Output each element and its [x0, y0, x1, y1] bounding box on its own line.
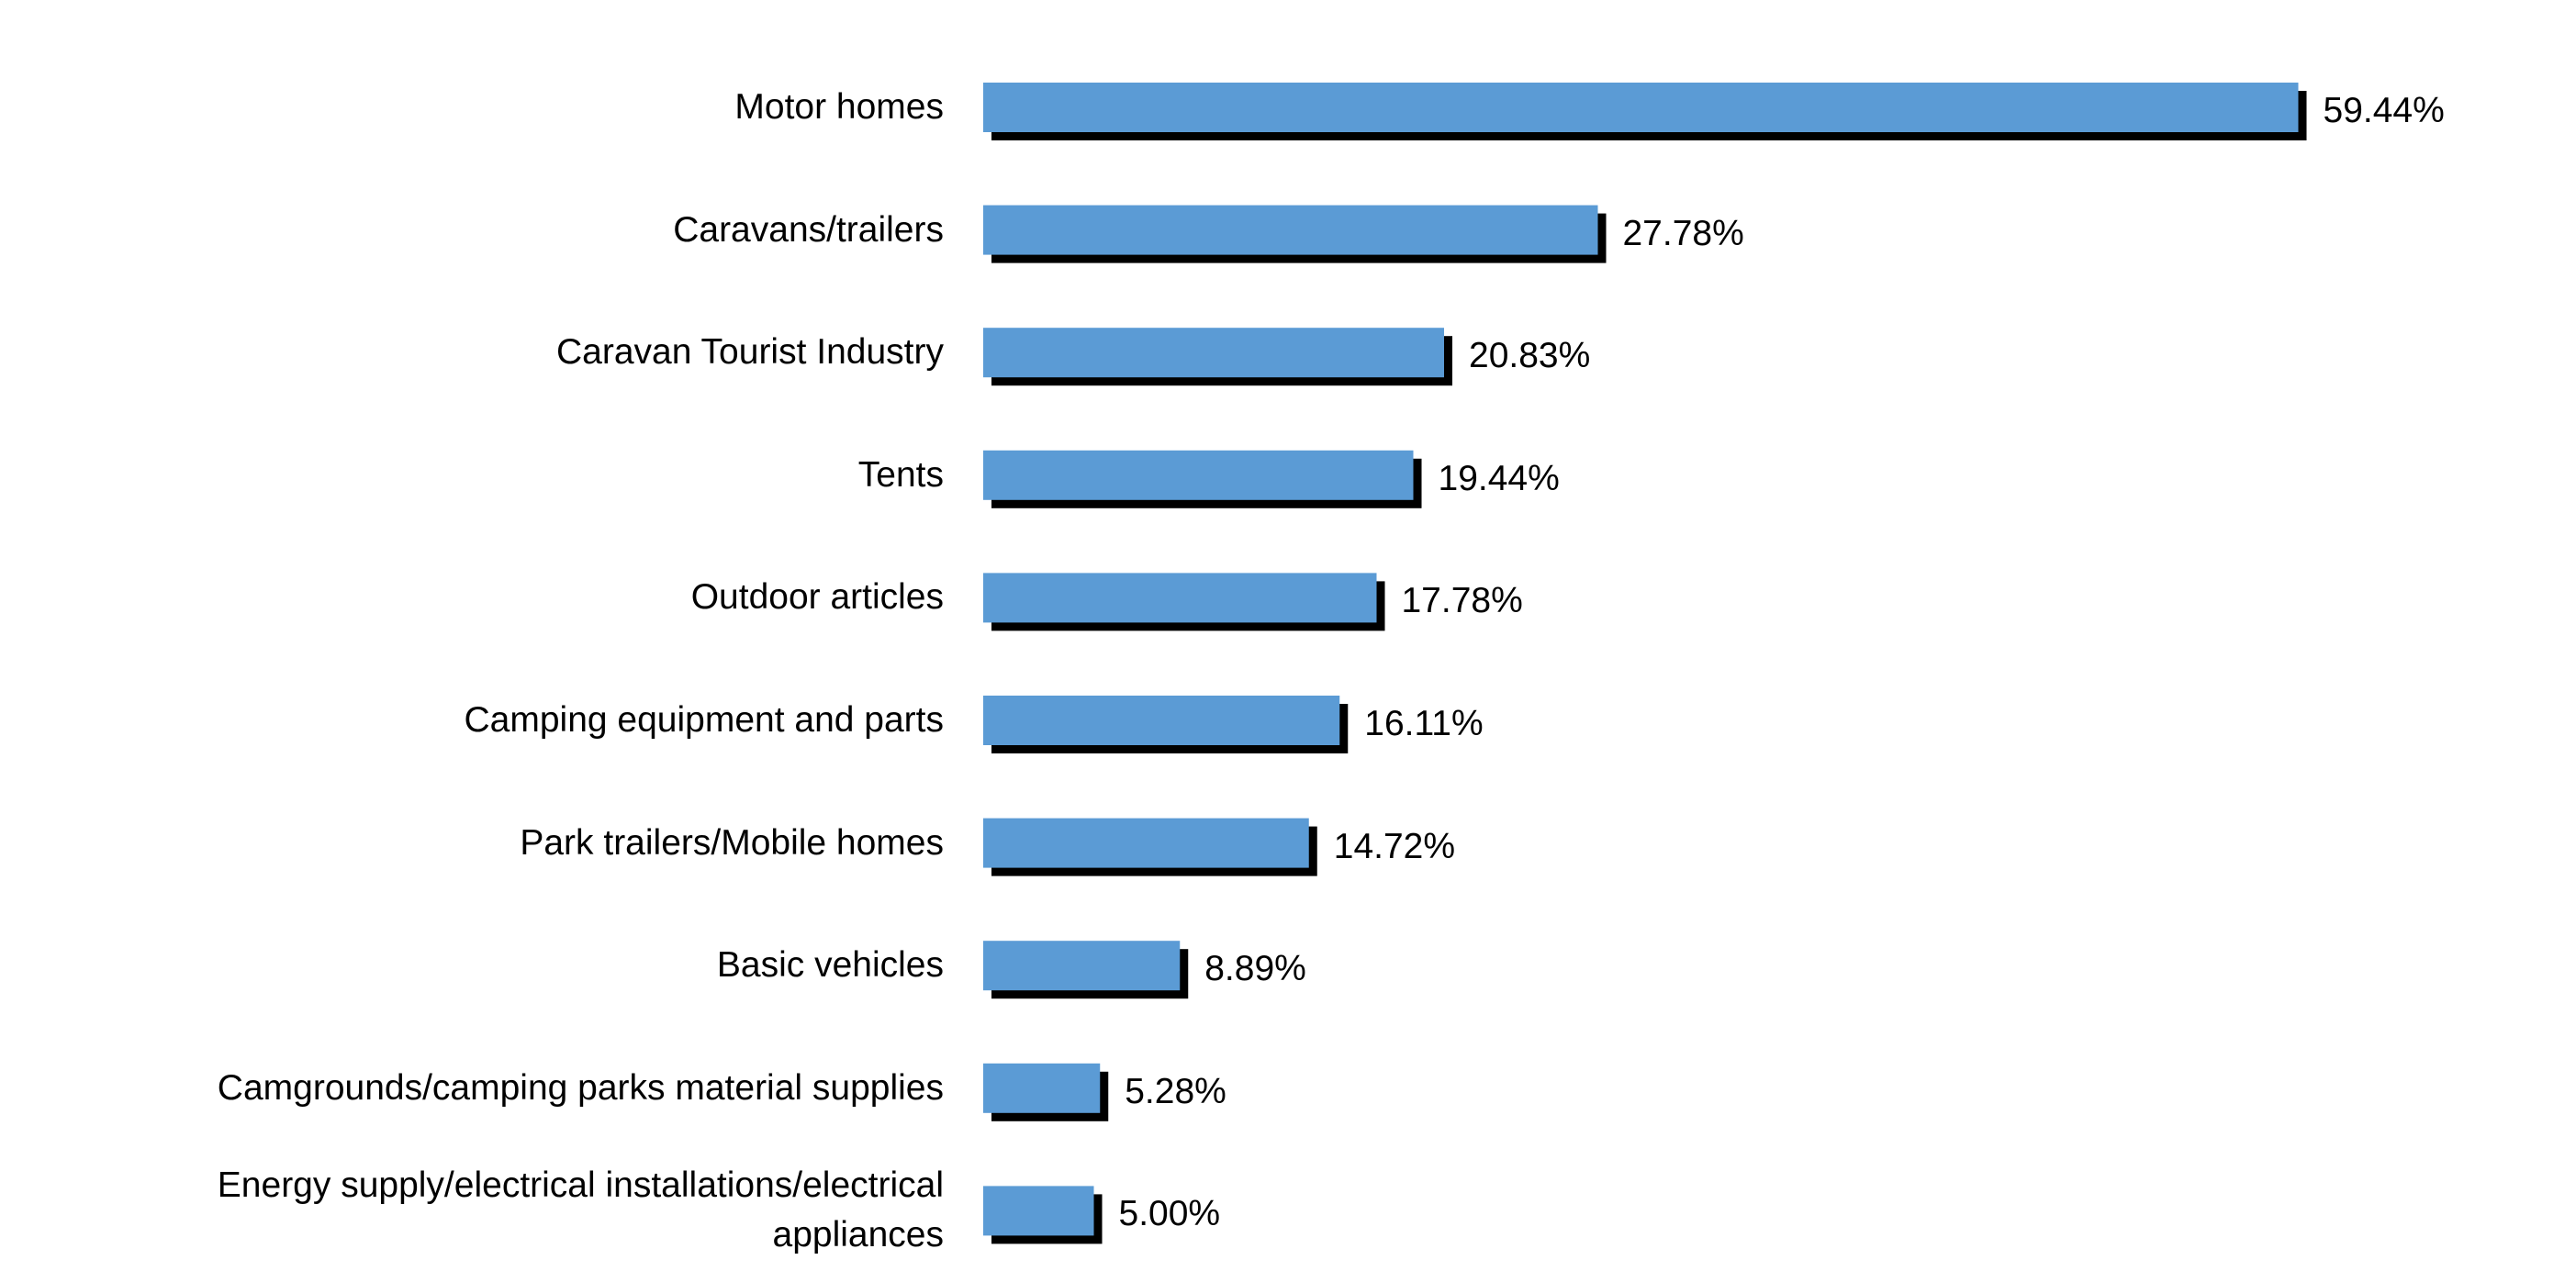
category-label: Caravans/trailers — [673, 209, 944, 250]
category-label: Motor homes — [734, 87, 944, 127]
category-label: Basic vehicles — [716, 945, 944, 986]
bar — [983, 818, 1309, 868]
value-label: 5.28% — [1125, 1071, 1226, 1111]
value-label: 27.78% — [1622, 213, 1744, 253]
category-label: Camgrounds/camping parks material suppli… — [217, 1067, 944, 1108]
category-label: Energy supply/electrical installations/e… — [217, 1165, 944, 1255]
bar — [983, 1063, 1101, 1113]
category-label: Caravan Tourist Industry — [556, 332, 944, 373]
value-label: 19.44% — [1438, 458, 1560, 498]
value-label: 17.78% — [1401, 581, 1523, 621]
bar — [983, 696, 1340, 745]
bar — [983, 1186, 1094, 1236]
category-label: Tents — [857, 454, 944, 495]
bar — [983, 83, 2299, 132]
bar — [983, 205, 1598, 255]
value-label: 59.44% — [2323, 91, 2445, 130]
bar — [983, 941, 1181, 991]
value-label: 5.00% — [1118, 1194, 1221, 1234]
value-label: 8.89% — [1204, 949, 1306, 989]
bar — [983, 573, 1377, 623]
value-label: 20.83% — [1469, 336, 1591, 376]
bar — [983, 328, 1445, 378]
category-label: Park trailers/Mobile homes — [520, 822, 944, 863]
value-label: 14.72% — [1333, 826, 1456, 866]
bar — [983, 450, 1414, 500]
value-label: 16.11% — [1364, 704, 1484, 743]
category-label: Camping equipment and parts — [464, 700, 944, 740]
category-label: Outdoor articles — [690, 577, 944, 618]
